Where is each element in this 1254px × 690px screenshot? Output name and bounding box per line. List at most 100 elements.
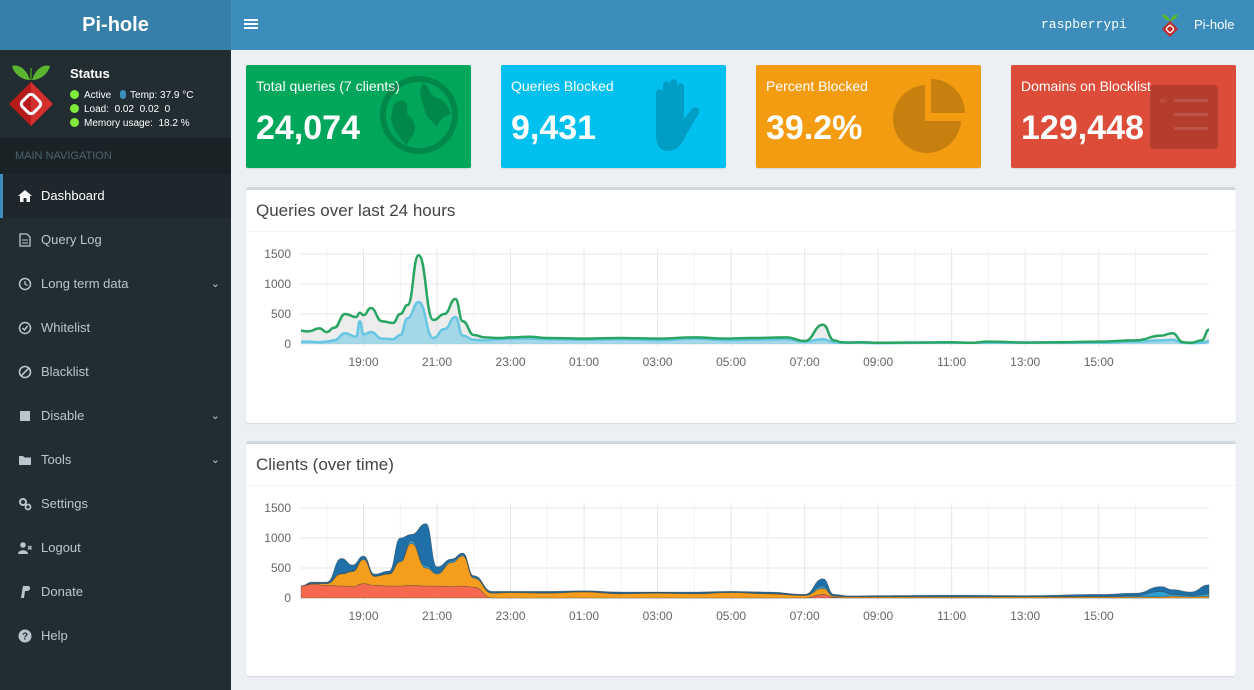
x-tick-label: 09:00 xyxy=(863,355,893,369)
client-series-area-4 xyxy=(300,523,1210,597)
sidebar-item-query-log[interactable]: Query Log xyxy=(0,218,231,262)
sidebar-item-label: Query Log xyxy=(41,232,102,247)
x-tick-label: 15:00 xyxy=(1084,355,1114,369)
list-alt-icon xyxy=(1150,85,1218,149)
status-load: Load: 0.02 0.02 0 xyxy=(84,104,171,115)
x-tick-label: 19:00 xyxy=(348,355,378,369)
y-tick-label: 1500 xyxy=(264,501,291,515)
x-tick-label: 21:00 xyxy=(422,609,452,623)
x-tick-label: 13:00 xyxy=(1010,355,1040,369)
clients-chart-title: Clients (over time) xyxy=(246,444,1236,486)
status-active-line: Active Temp: 37.9 °C xyxy=(70,90,194,101)
home-icon xyxy=(18,190,32,202)
thermometer-icon xyxy=(120,90,127,99)
stat-box-domains-blocklist: Domains on Blocklist 129,448 xyxy=(1011,65,1236,168)
x-tick-label: 21:00 xyxy=(422,355,452,369)
sidebar-item-label: Donate xyxy=(41,584,83,599)
x-tick-label: 03:00 xyxy=(643,355,673,369)
y-tick-label: 1000 xyxy=(264,277,291,291)
paypal-icon xyxy=(21,586,31,598)
user-menu[interactable]: Pi-hole xyxy=(1159,12,1249,38)
sidebar-item-label: Logout xyxy=(41,540,81,555)
gears-icon xyxy=(19,498,32,511)
stat-value: 9,431 xyxy=(511,109,597,147)
x-tick-label: 23:00 xyxy=(496,609,526,623)
globe-icon xyxy=(380,76,458,154)
status-load-line: Load: 0.02 0.02 0 xyxy=(70,104,170,115)
y-tick-label: 500 xyxy=(271,307,291,321)
stat-box-total-queries: Total queries (7 clients) 24,074 xyxy=(246,65,471,168)
chevron-down-icon: ⌄ xyxy=(210,278,220,290)
clock-icon xyxy=(18,277,32,291)
hamburger-menu-icon[interactable] xyxy=(244,17,258,31)
stat-value: 129,448 xyxy=(1021,109,1144,147)
x-tick-label: 09:00 xyxy=(863,609,893,623)
x-tick-label: 23:00 xyxy=(496,355,526,369)
sidebar-item-label: Blacklist xyxy=(41,364,89,379)
user-avatar-icon xyxy=(1162,14,1178,37)
sidebar-item-tools[interactable]: Tools ⌄ xyxy=(0,438,231,482)
queries-chart[interactable]: 0 500 1000 1500 19:00 21:00 23:00 01:00 03:00 05:… xyxy=(246,232,1236,422)
question-circle-icon: ? xyxy=(18,629,32,643)
x-tick-label: 11:00 xyxy=(937,355,966,369)
sidebar-item-label: Long term data xyxy=(41,276,129,291)
sidebar-item-label: Whitelist xyxy=(41,320,91,335)
stop-icon xyxy=(20,411,30,421)
sidebar-item-donate[interactable]: Donate xyxy=(0,570,231,614)
status-memory: Memory usage: 18.2 % xyxy=(84,118,190,129)
user-name: Pi-hole xyxy=(1194,17,1235,32)
file-text-icon xyxy=(19,233,31,247)
status-dot-icon xyxy=(70,104,79,113)
sidebar-item-label: Dashboard xyxy=(41,188,105,203)
chevron-down-icon: ⌄ xyxy=(210,454,220,466)
queries-chart-box: Queries over last 24 hours 0 500 1000 1500 1… xyxy=(246,187,1236,423)
y-tick-label: 500 xyxy=(271,561,291,575)
user-panel: Status Active Temp: 37.9 °C Load: 0.02 0… xyxy=(0,50,231,138)
total-queries-line xyxy=(300,253,1210,345)
x-tick-label: 07:00 xyxy=(790,609,820,623)
status-active: Active xyxy=(84,90,112,101)
x-tick-label: 01:00 xyxy=(569,355,599,369)
y-tick-label: 1000 xyxy=(264,531,291,545)
pihole-logo-icon xyxy=(9,65,53,126)
x-tick-label: 11:00 xyxy=(937,609,966,623)
stat-title: Domains on Blocklist xyxy=(1021,78,1151,94)
x-tick-label: 05:00 xyxy=(716,355,746,369)
stat-title: Queries Blocked xyxy=(511,78,614,94)
chevron-down-icon: ⌄ xyxy=(210,410,220,422)
status-dot-icon xyxy=(70,90,79,99)
x-tick-label: 15:00 xyxy=(1084,609,1114,623)
folder-icon xyxy=(19,456,31,465)
x-tick-label: 19:00 xyxy=(348,609,378,623)
y-tick-label: 0 xyxy=(284,337,291,351)
sidebar-item-help[interactable]: ? Help xyxy=(0,614,231,658)
y-tick-label: 0 xyxy=(284,591,291,605)
sidebar-item-disable[interactable]: Disable ⌄ xyxy=(0,394,231,438)
sidebar-item-settings[interactable]: Settings xyxy=(0,482,231,526)
queries-chart-title: Queries over last 24 hours xyxy=(246,190,1236,232)
x-tick-label: 05:00 xyxy=(716,609,746,623)
stat-box-percent-blocked: Percent Blocked 39.2% xyxy=(756,65,981,168)
y-tick-label: 1500 xyxy=(264,247,291,261)
top-navbar: raspberrypi Pi-hole xyxy=(231,0,1254,50)
stat-title: Percent Blocked xyxy=(766,78,868,94)
sidebar-item-label: Help xyxy=(41,628,68,643)
sidebar-item-blacklist[interactable]: Blacklist xyxy=(0,350,231,394)
stat-box-queries-blocked: Queries Blocked 9,431 xyxy=(501,65,726,168)
app-logo[interactable]: Pi-hole xyxy=(0,0,231,50)
sidebar-item-label: Settings xyxy=(41,496,88,511)
svg-text:?: ? xyxy=(22,632,28,643)
sidebar-item-long-term-data[interactable]: Long term data ⌄ xyxy=(0,262,231,306)
pie-chart-icon xyxy=(893,79,965,153)
sidebar-item-dashboard[interactable]: Dashboard xyxy=(0,174,231,218)
status-dot-icon xyxy=(70,118,79,127)
stat-title: Total queries (7 clients) xyxy=(256,78,400,94)
sidebar-item-whitelist[interactable]: Whitelist xyxy=(0,306,231,350)
status-temp: Temp: 37.9 °C xyxy=(130,90,194,101)
ban-icon xyxy=(18,365,32,379)
user-times-icon xyxy=(18,542,32,554)
x-tick-label: 03:00 xyxy=(643,609,673,623)
clients-chart[interactable]: 0 500 1000 1500 19:00 21:00 23:00 01:00 03:00 05:… xyxy=(246,486,1236,676)
sidebar-item-logout[interactable]: Logout xyxy=(0,526,231,570)
sidebar-item-label: Tools xyxy=(41,452,72,467)
